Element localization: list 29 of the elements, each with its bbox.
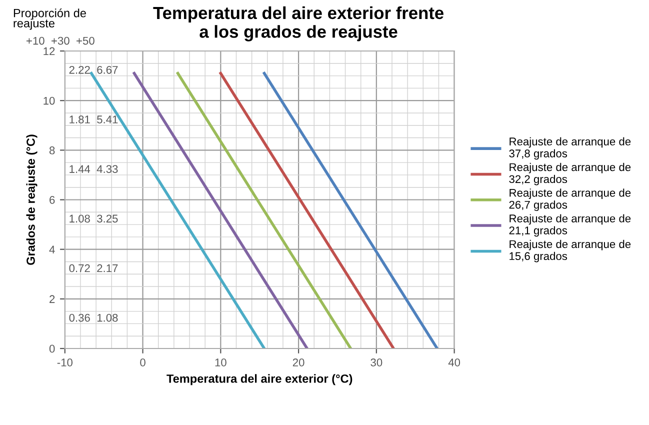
y-axis-title: Grados de reajuste (°C): [26, 134, 38, 265]
annotation: 2.22 6.67: [69, 66, 118, 74]
y-tick-label: 8: [49, 146, 55, 154]
text: Proporción de reajuste: [14, 8, 86, 30]
x-axis-title: Temperatura del aire exterior (°C): [166, 374, 352, 386]
y-tick-label: 6: [50, 196, 55, 204]
y-tick-label: 12: [44, 47, 55, 56]
legend-label: Reajuste de arranque de 32,2 grados: [509, 162, 631, 186]
y-tick-label: 2: [50, 295, 55, 303]
legend-label: Reajuste de arranque de 15,6 grados: [510, 240, 631, 262]
x-tick-label: 0: [140, 358, 146, 366]
legend-label: Reajuste de arranque de 37,8 grados: [509, 137, 631, 160]
x-tick-label: -10: [57, 358, 72, 366]
y-tick-label: 4: [49, 246, 55, 254]
annotation: 0.72 2.17: [69, 264, 118, 272]
x-tick-label: 30: [370, 358, 382, 366]
y-tick-label: 0: [49, 344, 55, 353]
y-tick-label: 10: [44, 96, 55, 105]
annotation: 1.44 4.33: [70, 165, 118, 173]
annotation: 1.81 5.41: [70, 116, 118, 124]
x-tick-label: 40: [448, 358, 460, 366]
annotation: 1.08 3.25: [70, 214, 118, 223]
legend-label: Reajuste de arranque de 26,7 grados: [509, 188, 631, 211]
annotation: 0.36 1.08: [69, 314, 118, 322]
text: +10 +30 +50: [26, 36, 94, 45]
x-tick-label: 10: [215, 358, 226, 366]
x-tick-label: 20: [292, 358, 304, 366]
legend-label: Reajuste de arranque de 21,1 grados: [509, 214, 631, 237]
chart-title: Temperatura del aire exterior frente a los grados de reajuste: [153, 6, 444, 42]
